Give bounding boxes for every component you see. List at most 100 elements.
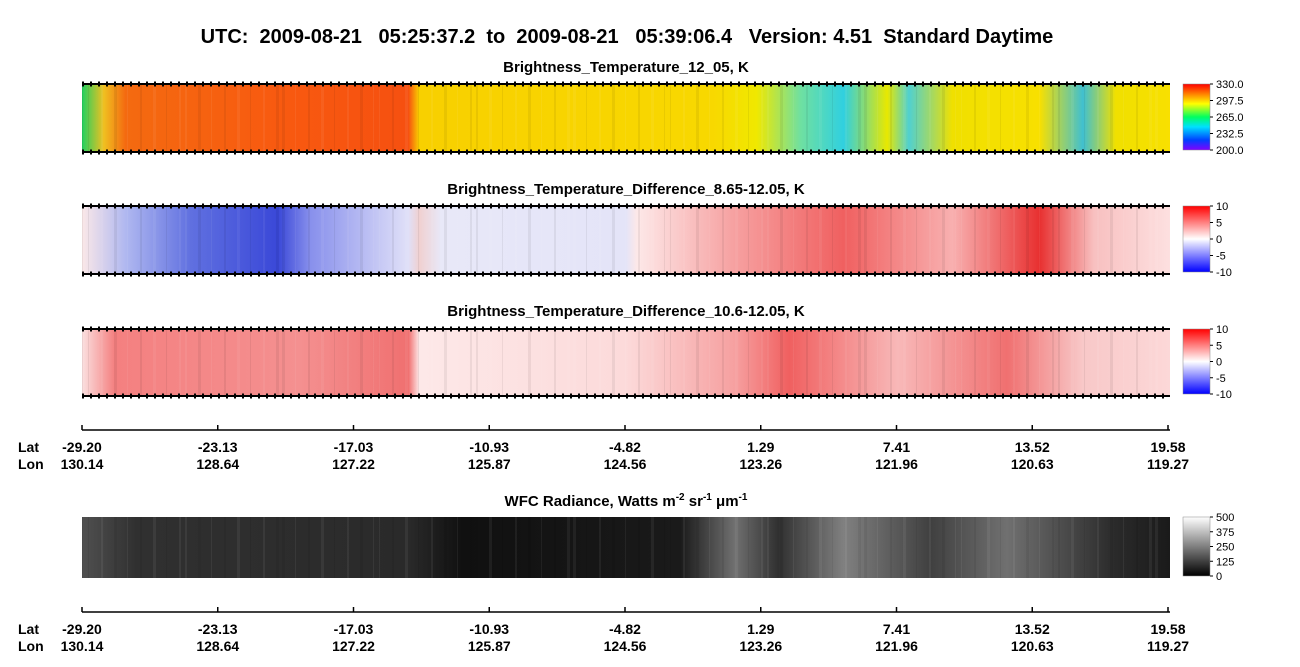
texture-stripe [489,84,492,152]
texture-stripe [806,84,808,152]
lon-value: 121.96 [875,456,918,472]
texture-stripe [1110,329,1113,396]
lon-value: 130.14 [61,638,104,654]
texture-stripe [858,329,861,396]
lat-value: -4.82 [609,439,641,455]
texture-stripe [554,206,556,274]
texture-stripe [1123,329,1124,396]
colorbar-label: 330.0 [1216,79,1244,91]
colorbar-label: 0 [1216,234,1222,246]
texture-stripe [664,329,665,396]
texture-stripe [1071,206,1074,274]
texture-stripe [974,84,976,152]
texture-stripe [418,84,419,152]
texture-stripe [683,84,685,152]
texture-stripe [185,329,187,396]
colorbar [1182,328,1211,395]
texture-stripe [599,84,601,152]
texture-stripe [1155,329,1158,396]
texture-stripe [761,517,763,578]
texture-stripe [82,84,83,152]
texture-stripe [845,84,847,152]
texture-stripe [334,329,335,396]
texture-stripe [761,84,763,152]
lat-value: -10.93 [469,621,509,637]
colorbar-label: 232.5 [1216,129,1244,141]
texture-stripe [392,84,394,152]
texture-stripe [282,206,285,274]
texture-stripe [224,206,226,274]
texture-stripe [321,206,324,274]
texture-stripe [1084,517,1085,578]
lat-value: -23.13 [198,621,238,637]
texture-stripe [457,84,458,152]
texture-stripe [211,517,212,578]
texture-stripe [987,329,990,396]
texture-stripe [263,84,265,152]
texture-stripe [334,517,335,578]
texture-stripe [295,329,296,396]
texture-stripe [321,517,324,578]
texture-stripe [832,329,833,396]
texture-stripe [696,206,699,274]
texture-stripe [955,329,956,396]
texture-stripe [1052,329,1054,396]
texture-stripe [250,84,251,152]
texture-stripe [166,84,167,152]
texture-stripe [515,206,517,274]
texture-stripe [1013,206,1015,274]
texture-stripe [761,329,763,396]
texture-stripe [431,517,433,578]
texture-stripe [974,329,976,396]
texture-stripe [127,517,128,578]
texture-stripe [263,329,265,396]
texture-stripe [1084,84,1085,152]
title: UTC: 2009-08-21 05:25:37.2 to 2009-08-21… [201,26,1054,48]
texture-stripe [153,517,156,578]
lat-value: 1.29 [747,439,774,455]
panel-title: Brightness_Temperature_Difference_10.6-1… [447,303,805,320]
texture-stripe [832,84,833,152]
texture-stripe [1136,329,1138,396]
texture-stripe [166,206,167,274]
texture-stripe [696,84,699,152]
panel-title: WFC Radiance, Watts m-2 sr-1 μm-1 [505,492,748,510]
colorbar [1182,516,1211,577]
texture-stripe [88,329,89,396]
texture-stripe [961,206,962,274]
texture-stripe [780,517,783,578]
texture-stripe [101,517,103,578]
texture-stripe [942,329,945,396]
lon-value: 123.26 [739,638,782,654]
texture-stripe [858,84,861,152]
texture-stripe [1149,84,1152,152]
texture-stripe [282,84,285,152]
texture-stripe [1013,517,1015,578]
texture-stripe [651,517,654,578]
texture-stripe [567,517,570,578]
texture-stripe [929,84,931,152]
texture-stripe [101,206,103,274]
texture-stripe [573,329,576,396]
texture-stripe [832,517,833,578]
lat-value: -17.03 [334,439,374,455]
texture-stripe [470,84,472,152]
texture-stripe [321,84,324,152]
texture-stripe [502,329,503,396]
colorbar-label: 0 [1216,357,1222,369]
lat-value: -23.13 [198,439,238,455]
texture-stripe [392,206,394,274]
texture-stripe [1149,517,1152,578]
texture-stripe [153,329,156,396]
texture-stripe [373,517,374,578]
lon-value: 119.27 [1147,638,1189,654]
texture-stripe [1039,517,1040,578]
texture-stripe [444,84,447,152]
texture-stripe [567,84,570,152]
texture-stripe [573,206,576,274]
texture-stripe [670,517,671,578]
texture-stripe [903,84,906,152]
texture-stripe [1026,84,1029,152]
texture-stripe [877,517,878,578]
